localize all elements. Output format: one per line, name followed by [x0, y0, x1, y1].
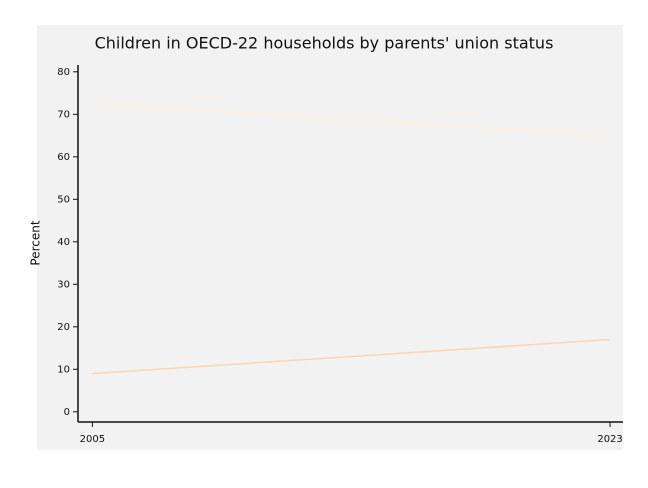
- y-tick-label: 50: [57, 194, 70, 205]
- y-tick-label: 20: [57, 322, 70, 333]
- y-tick-label: 80: [57, 67, 70, 78]
- chart-title: Children in OECD-22 households by parent…: [95, 34, 554, 53]
- y-tick-label: 0: [64, 407, 70, 418]
- x-tick-label: 2005: [80, 434, 105, 445]
- y-tick-label: 40: [57, 237, 70, 248]
- plot-background: [37, 25, 623, 450]
- y-axis-label: Percent: [29, 220, 43, 265]
- line: [92, 338, 611, 375]
- y-tick-label: 60: [57, 152, 70, 163]
- x-tick-label: 2023: [597, 434, 622, 445]
- line: [92, 102, 611, 137]
- y-tick-label: 30: [57, 279, 70, 290]
- y-tick-label: 10: [57, 364, 70, 375]
- y-tick-label: 70: [57, 109, 70, 120]
